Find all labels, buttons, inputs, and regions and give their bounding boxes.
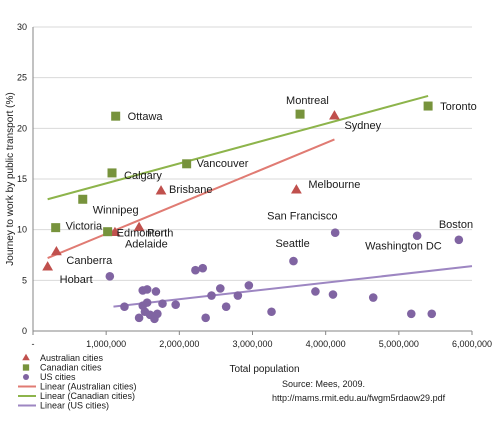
data-point — [51, 245, 62, 256]
point-label: Washington DC — [365, 241, 442, 253]
point-label: Victoria — [66, 221, 103, 233]
data-point — [368, 293, 378, 302]
data-point — [311, 287, 320, 296]
point-label: Boston — [439, 219, 473, 231]
data-point — [329, 110, 340, 120]
point-label: Montreal — [286, 95, 329, 107]
x-tick-label: 5,000,000 — [379, 339, 419, 349]
data-point — [107, 168, 117, 178]
y-tick-label: 25 — [17, 73, 27, 83]
y-tick-label: 0 — [22, 326, 27, 336]
point-label: San Francisco — [267, 211, 337, 223]
data-point — [105, 271, 115, 281]
x-tick-label: 4,000,000 — [306, 339, 346, 349]
legend-marker — [22, 373, 30, 381]
point-label: Brisbane — [169, 184, 212, 196]
data-point — [155, 185, 167, 195]
data-point — [289, 256, 298, 266]
data-point — [111, 111, 121, 121]
x-axis-title: Total population — [229, 364, 299, 375]
point-label: Sydney — [344, 120, 381, 132]
data-point — [191, 265, 200, 275]
data-point — [267, 307, 276, 317]
point-label: Ottawa — [128, 111, 164, 123]
point-label: Adelaide — [125, 239, 168, 251]
legend-label: Canadian cities — [40, 363, 102, 373]
x-tick-label: 6,000,000 — [452, 339, 492, 349]
data-point — [244, 281, 254, 290]
data-point — [216, 284, 225, 293]
trendline — [47, 138, 335, 259]
data-point — [221, 302, 231, 311]
trendline — [47, 94, 429, 201]
data-point — [142, 298, 152, 307]
point-label: Hobart — [60, 274, 93, 286]
data-point — [120, 302, 129, 311]
y-tick-label: 20 — [17, 123, 27, 133]
data-point — [427, 309, 437, 319]
data-point — [207, 291, 216, 300]
data-point — [109, 226, 121, 237]
data-point — [295, 109, 305, 119]
point-label: Calgary — [124, 170, 162, 182]
data-point — [182, 159, 192, 169]
x-tick-label: 2,000,000 — [159, 339, 199, 349]
x-tick-label: 3,000,000 — [232, 339, 272, 349]
source-url: http://mams.rmit.edu.au/fwgm5rdaow29.pdf — [272, 393, 446, 403]
data-point — [133, 221, 145, 231]
point-label: Vancouver — [197, 158, 249, 170]
data-point — [153, 309, 162, 319]
point-label: Winnipeg — [93, 204, 139, 216]
x-tick-label: - — [32, 339, 35, 349]
legend-marker — [22, 353, 30, 361]
trendline — [113, 265, 473, 308]
data-point — [454, 235, 464, 245]
data-point — [198, 263, 208, 273]
point-label: Perth — [147, 228, 173, 240]
point-label: Toronto — [440, 101, 477, 113]
data-point — [423, 101, 433, 111]
data-point — [412, 231, 422, 241]
x-tick-label: 1,000,000 — [86, 339, 126, 349]
data-point — [328, 290, 338, 299]
data-point — [78, 194, 88, 204]
data-point — [330, 228, 340, 238]
data-point — [103, 227, 113, 237]
y-tick-label: 15 — [17, 174, 27, 184]
legend-label: Australian cities — [40, 353, 104, 363]
data-point — [171, 300, 180, 309]
data-point — [406, 309, 416, 319]
data-point — [151, 287, 161, 296]
data-point — [140, 307, 150, 317]
legend-marker — [22, 364, 30, 371]
data-point — [201, 313, 210, 323]
data-point — [158, 299, 167, 308]
legend-label: US cities — [40, 372, 76, 382]
point-label: Canberra — [66, 255, 113, 267]
data-point — [42, 261, 54, 271]
y-axis-title: Journey to work by public transport (%) — [5, 92, 16, 265]
data-point — [134, 313, 144, 323]
point-label: Melbourne — [308, 179, 360, 191]
data-point — [233, 291, 243, 300]
data-point — [51, 223, 61, 233]
legend-label: Linear (Canadian cities) — [40, 391, 135, 401]
source-note: Source: Mees, 2009. — [282, 379, 365, 389]
legend-label: Linear (Australian cities) — [40, 382, 137, 392]
point-label: Edmonton — [117, 228, 167, 240]
y-tick-label: 30 — [17, 22, 27, 32]
y-tick-label: 10 — [17, 225, 27, 235]
data-point — [142, 285, 152, 294]
data-point — [291, 184, 302, 194]
legend-label: Linear (US cities) — [40, 401, 109, 411]
point-label: Seattle — [275, 238, 309, 250]
y-tick-label: 5 — [22, 275, 27, 285]
